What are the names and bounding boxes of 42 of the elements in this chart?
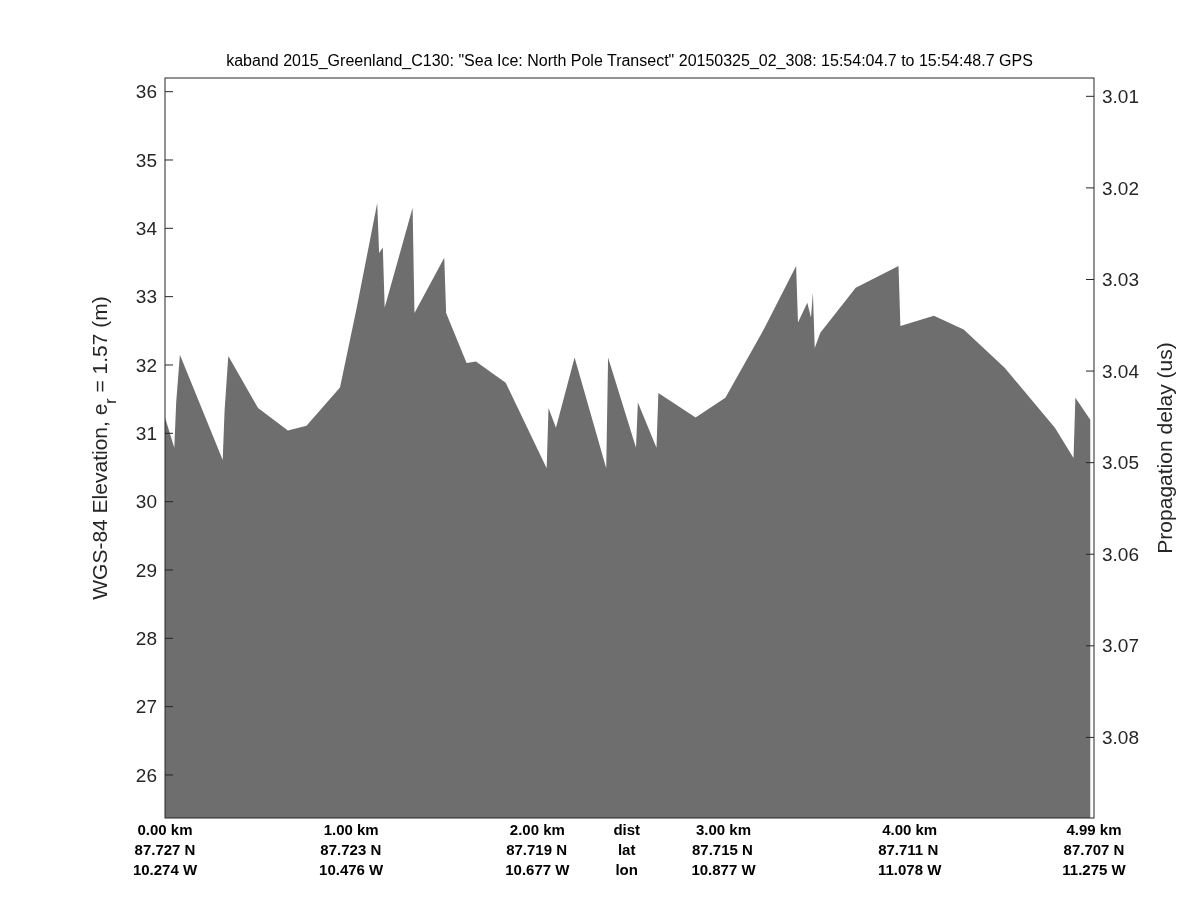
x-tick-label: 4.00 km: [882, 821, 938, 838]
x-tick-label: 1.00 km: [323, 821, 379, 838]
x2-tick-label: 87.727 N: [134, 841, 196, 858]
text: 10.677 W: [505, 861, 571, 878]
text: 10.476 W: [319, 861, 385, 878]
x-tick-label: 2.00 km: [509, 821, 565, 838]
y2-tick-label: 3.06: [1102, 543, 1139, 565]
y-tick-label: 32: [135, 354, 157, 376]
y-tick-label: 26: [135, 764, 157, 786]
x2-tick-label: 87.707 N: [1063, 841, 1125, 858]
y2-tick-label: 3.03: [1102, 269, 1139, 291]
y-tick-label: 34: [135, 217, 158, 239]
y-tick-label: 33: [135, 286, 157, 308]
y-tick-label: 28: [135, 627, 157, 649]
x-tick-label: 0.00 km: [137, 821, 193, 838]
y-tick-label: 29: [135, 559, 157, 581]
x-tick-label: 3.00 km: [695, 821, 752, 838]
y2-tick-label: 3.08: [1102, 727, 1139, 749]
text: lat: [617, 841, 636, 858]
text: lon: [615, 861, 638, 878]
x-tick-label: 4.99 km: [1066, 821, 1122, 838]
y2-tick-label: 3.01: [1102, 85, 1139, 107]
y2-axis-title: Propagation delay (us): [1153, 342, 1176, 554]
y-tick-label: 35: [135, 149, 157, 171]
y2-tick-label: 3.04: [1102, 360, 1140, 382]
y-tick-label: 31: [135, 422, 157, 444]
x2-tick-label: 87.715 N: [691, 841, 753, 858]
y2-tick-label: 3.02: [1102, 177, 1139, 199]
chart-title: kaband 2015_Greenland_C130: "Sea Ice: North Pole Transect" 20150325_02_308: 15:54:04.7 to 15:54:48.7 GPS: [226, 52, 1033, 70]
text: 11.275 W: [1062, 861, 1127, 878]
y-tick-label: 36: [135, 81, 157, 103]
x2-tick-label: 87.711 N: [878, 841, 939, 858]
text: 10.877 W: [691, 861, 757, 878]
text: 11.078 W: [877, 861, 943, 878]
text: 10.274 W: [132, 861, 198, 878]
y2-tick-label: 3.05: [1102, 452, 1139, 474]
y-tick-label: 27: [135, 696, 157, 718]
x2-tick-label: 87.723 N: [320, 841, 382, 858]
x2-tick-label: 87.719 N: [506, 841, 568, 858]
y-tick-label: 30: [135, 491, 157, 513]
y2-tick-label: 3.07: [1102, 635, 1139, 657]
text: dist: [613, 821, 641, 838]
